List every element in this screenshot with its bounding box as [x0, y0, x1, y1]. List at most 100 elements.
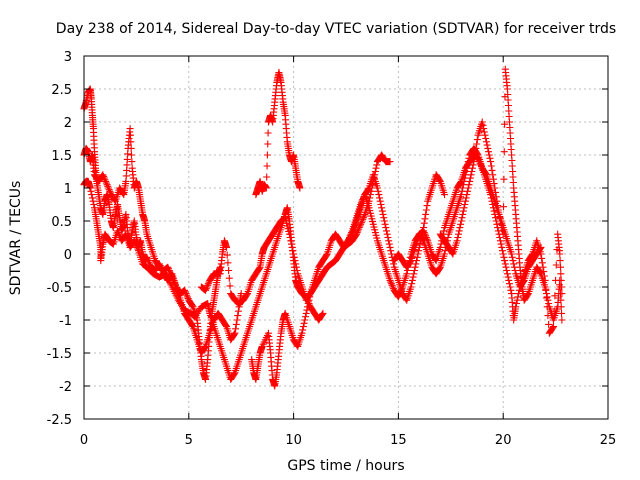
data-point: [419, 236, 427, 244]
data-point: [462, 194, 470, 202]
data-point: [132, 240, 140, 248]
data-point: [301, 316, 309, 324]
data-point: [394, 293, 402, 301]
data-point: [357, 201, 365, 208]
data-point: [383, 227, 391, 235]
series-track-f: [248, 171, 449, 390]
data-point: [496, 234, 504, 241]
data-point: [491, 210, 499, 218]
data-point: [461, 174, 469, 182]
data-point: [90, 201, 98, 208]
data-point: [104, 182, 112, 190]
data-point: [499, 250, 507, 258]
data-point: [115, 230, 123, 238]
y-tick-label: -2.5: [47, 413, 72, 428]
data-point: [420, 229, 428, 237]
data-point: [104, 184, 112, 192]
data-point: [408, 276, 416, 284]
x-tick-label: 25: [600, 433, 617, 448]
x-tick-label: 20: [495, 433, 512, 448]
data-point: [288, 243, 296, 251]
data-point: [556, 250, 564, 258]
data-point: [543, 303, 551, 311]
data-point: [263, 162, 271, 170]
data-point: [347, 230, 355, 238]
data-point: [500, 148, 508, 156]
data-point: [464, 161, 472, 169]
data-point: [501, 120, 509, 128]
data-point: [492, 217, 500, 225]
y-tick-label: 0: [64, 248, 72, 263]
data-point: [457, 191, 465, 199]
data-point: [379, 210, 387, 218]
data-point: [359, 214, 367, 222]
data-point: [145, 258, 153, 266]
data-point: [498, 243, 506, 251]
data-point: [88, 191, 96, 199]
data-point: [436, 176, 444, 184]
data-point: [544, 312, 552, 320]
data-point: [503, 270, 511, 278]
data-point: [415, 247, 423, 255]
data-point: [387, 250, 395, 258]
data-point: [375, 191, 383, 199]
series-track-d: [197, 151, 394, 307]
data-point: [459, 207, 467, 215]
data-point: [505, 280, 513, 288]
data-point: [537, 250, 545, 258]
data-point: [465, 154, 473, 162]
data-point: [500, 253, 508, 261]
data-point: [103, 181, 111, 189]
data-point: [539, 263, 547, 271]
y-tick-label: -0.5: [47, 281, 72, 296]
data-point: [376, 197, 384, 205]
data-point: [407, 283, 415, 291]
data-point: [222, 322, 230, 329]
data-point: [388, 281, 396, 289]
data-point: [348, 229, 356, 237]
data-point: [237, 290, 245, 298]
data-point: [489, 171, 497, 179]
data-point: [413, 253, 421, 261]
data-point: [494, 206, 502, 214]
data-point: [557, 303, 565, 311]
y-tick-label: 3: [64, 50, 72, 65]
data-point: [233, 316, 241, 324]
data-point: [299, 323, 307, 331]
data-point: [263, 173, 271, 181]
data-point: [202, 285, 210, 293]
data-point: [494, 224, 502, 232]
data-point: [224, 259, 232, 267]
data-point: [299, 326, 307, 334]
data-point: [556, 263, 564, 271]
data-point: [490, 207, 498, 215]
data-point: [264, 129, 272, 137]
data-point: [510, 260, 518, 268]
data-point: [487, 194, 495, 202]
data-point: [409, 273, 417, 281]
data-point: [441, 191, 449, 199]
data-point: [410, 267, 418, 274]
data-point: [509, 257, 517, 265]
data-point: [304, 300, 312, 307]
data-point: [322, 251, 330, 259]
data-point: [384, 234, 392, 241]
data-point: [225, 267, 233, 274]
data-point: [460, 204, 468, 212]
data-point: [255, 264, 263, 272]
data-point: [493, 220, 501, 228]
data-point: [181, 286, 189, 294]
data-point: [461, 171, 469, 179]
data-point: [494, 202, 502, 210]
data-point: [422, 210, 430, 218]
data-point: [460, 177, 468, 185]
data-point: [127, 144, 135, 152]
data-point: [262, 184, 270, 192]
data-point: [234, 312, 242, 320]
data-point: [440, 227, 448, 235]
data-point: [513, 296, 521, 304]
data-point: [397, 286, 405, 294]
data-point: [380, 217, 388, 225]
data-point: [496, 237, 504, 245]
